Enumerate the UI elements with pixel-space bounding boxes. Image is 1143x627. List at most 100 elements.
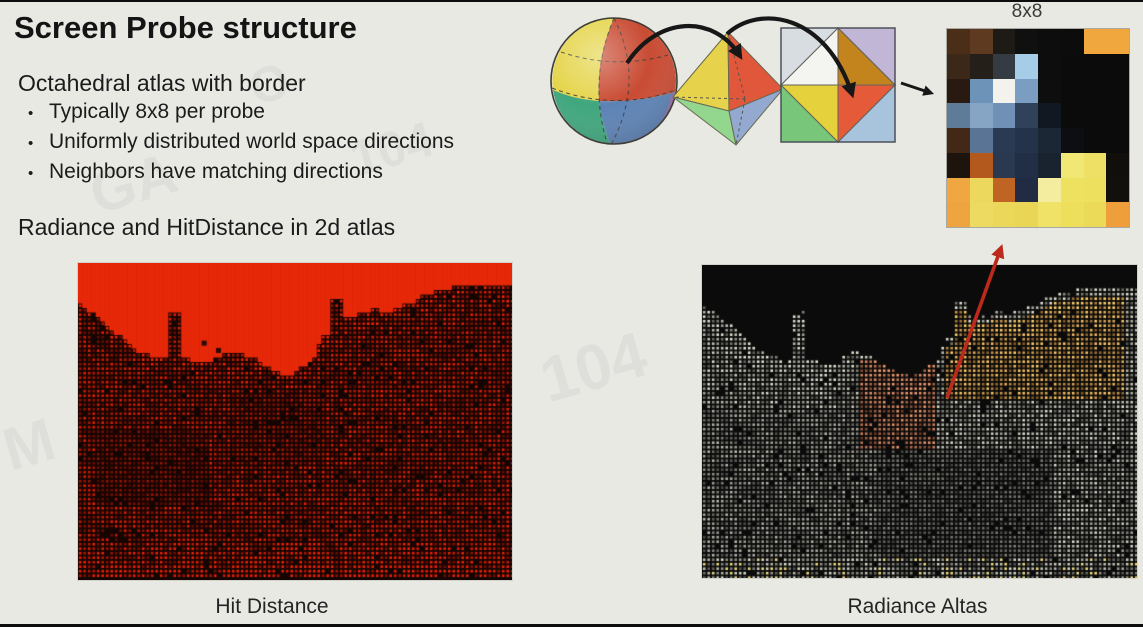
probe-pixel [1083, 202, 1107, 227]
square-bl-corner [780, 83, 840, 143]
slide-title: Screen Probe structure [14, 10, 357, 45]
probe-pixel [1060, 78, 1084, 104]
square-tl-corner [780, 27, 840, 87]
probe-pixel [947, 128, 970, 153]
probe-pixel [1038, 78, 1061, 104]
watermark-text: 104 [532, 317, 655, 417]
probe-pixel [1015, 29, 1038, 54]
probe-pixel [969, 177, 993, 203]
probe-pixel [969, 128, 993, 153]
probe-pixel [1060, 202, 1084, 227]
probe-pixel [1038, 29, 1061, 54]
octahedron-face-red [727, 31, 784, 112]
probe-pixel [1015, 177, 1038, 203]
probe-pixel [947, 152, 970, 178]
probe-pixel [1106, 103, 1129, 128]
probe-pixel [1038, 152, 1061, 178]
octahedron-to-square-arrow [725, 16, 856, 99]
probe-pixel [1083, 177, 1107, 203]
probe-pixel [1015, 202, 1038, 227]
square-br-corner [836, 83, 896, 143]
probe-pixel [1015, 53, 1038, 79]
radiance-atlas-caption: Radiance Altas [847, 595, 988, 618]
square-tr-inner [837, 26, 897, 86]
probe-pixel [1083, 29, 1107, 54]
hit-distance-image [77, 262, 513, 581]
octahedron-hidden-edges [672, 31, 746, 146]
square-tl-inner [779, 26, 839, 86]
bullet-text: Uniformly distributed world space direct… [49, 130, 454, 153]
probe-pixel [992, 29, 1016, 54]
octahedron-face-green [672, 96, 737, 146]
probe-pixel [947, 78, 970, 104]
probe-pixel [969, 29, 993, 54]
probe-pixel [992, 53, 1016, 79]
sphere-shading [551, 18, 677, 144]
sphere-purple-sliver [660, 92, 675, 124]
probe-pixel [992, 152, 1016, 178]
bullet-list: • Typically 8x8 per probe • Uniformly dist… [28, 98, 454, 188]
sphere-dashed-lines [551, 17, 677, 144]
probe-pixel [1060, 177, 1084, 203]
radiance-atlas-image [701, 264, 1138, 579]
square-tr-corner [836, 27, 896, 87]
probe-pixel [1038, 128, 1061, 153]
sphere-blue-octant [599, 92, 675, 145]
sphere-red-octant [598, 18, 676, 102]
probe-pixel [1106, 202, 1129, 227]
hit-distance-caption: Hit Distance [215, 595, 329, 618]
square-bl-inner [779, 84, 839, 144]
subtitle: Octahedral atlas with border [18, 70, 306, 96]
probe-pixel [992, 128, 1016, 153]
probe-pixel [969, 103, 993, 128]
bullet-item: • Neighbors have matching directions [28, 158, 454, 188]
probe-pixel [1060, 53, 1084, 79]
probe-pixel [1106, 78, 1129, 104]
sphere-green-octant [553, 90, 610, 144]
probe-pixel [969, 78, 993, 104]
probe-pixel [1106, 128, 1129, 153]
top-edge-bar [0, 0, 1143, 2]
probe-pixel [947, 177, 970, 203]
octahedron-face-blue [728, 88, 784, 146]
probe-pixel [1106, 177, 1129, 203]
sphere-to-octahedron-arrow [625, 23, 743, 65]
probe-pixel [947, 29, 970, 54]
probe-grid [946, 28, 1130, 228]
probe-pixel [969, 53, 993, 79]
sphere-outline [550, 17, 678, 145]
bullet-item: • Typically 8x8 per probe [28, 98, 454, 128]
probe-pixel [1083, 152, 1107, 178]
probe-pixel [1060, 152, 1084, 178]
square-to-grid-arrow [900, 81, 935, 96]
watermark-text: M [0, 405, 63, 484]
probe-pixel [969, 152, 993, 178]
probe-pixel [969, 202, 993, 227]
probe-pixel [1015, 152, 1038, 178]
probe-pixel [1060, 128, 1084, 153]
probe-pixel [1038, 53, 1061, 79]
probe-grid-label: 8x8 [1011, 1, 1043, 22]
probe-pixel [947, 202, 970, 227]
probe-pixel [1015, 103, 1038, 128]
probe-pixel [1083, 128, 1107, 153]
octahedral-square-figure [779, 26, 897, 144]
probe-pixel [1038, 103, 1061, 128]
probe-pixel [947, 53, 970, 79]
probe-pixel [1038, 177, 1061, 203]
bullet-text: Neighbors have matching directions [49, 160, 383, 183]
octahedron-face-yellow [672, 31, 730, 112]
bullet-item: • Uniformly distributed world space direc… [28, 128, 454, 158]
bullet-text: Typically 8x8 per probe [49, 100, 265, 123]
probe-pixel [992, 78, 1016, 104]
probe-pixel [992, 103, 1016, 128]
square-br-inner [837, 84, 897, 144]
square-border [780, 27, 896, 143]
sphere-yellow-octant [552, 18, 614, 101]
bullet-dot: • [28, 105, 34, 122]
probe-pixel [1106, 29, 1129, 54]
probe-pixel [992, 177, 1016, 203]
probe-pixel [1015, 128, 1038, 153]
probe-pixel [1106, 152, 1129, 178]
